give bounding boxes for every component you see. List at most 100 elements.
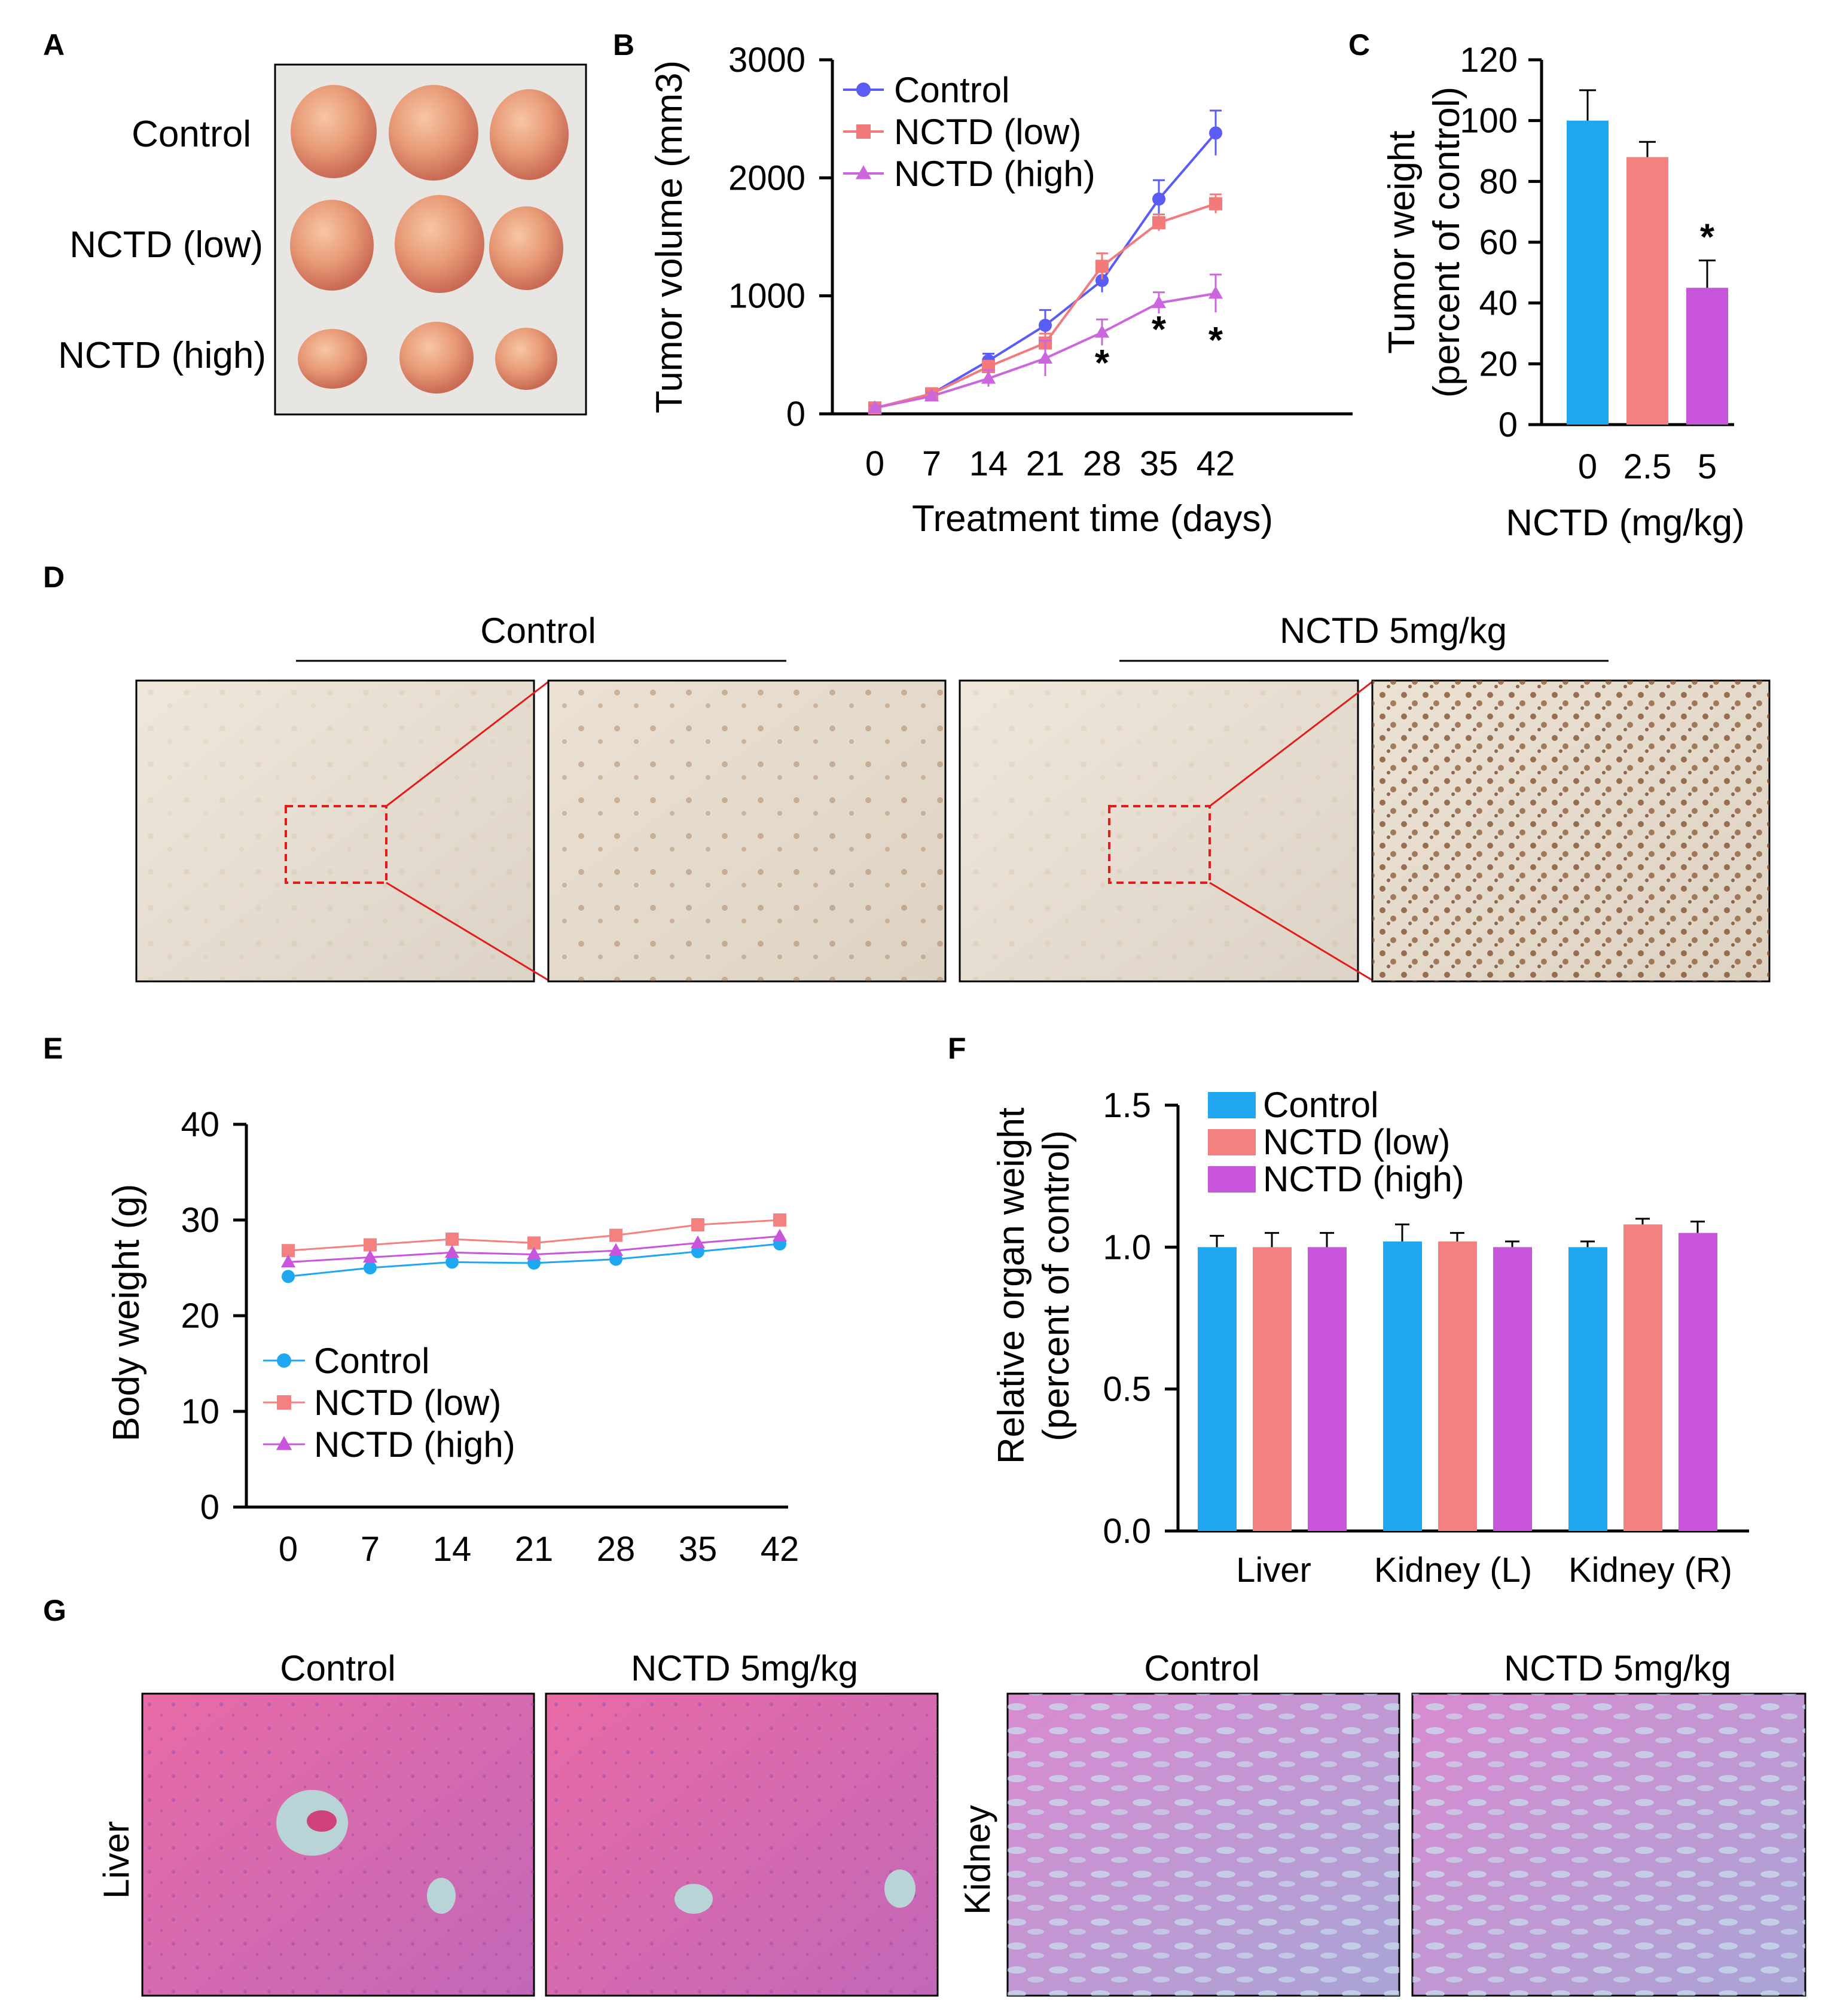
chart-f-legend-swatch <box>1208 1129 1256 1155</box>
chart-b-xtick-label: 42 <box>1197 444 1235 483</box>
chart-f-bar <box>1623 1224 1662 1531</box>
chart-b-legend-label: Control <box>894 70 1009 110</box>
chart-c-ytick-label: 120 <box>1460 41 1518 80</box>
chart-e-xtick-label: 42 <box>761 1530 799 1569</box>
chart-e-point <box>527 1236 541 1250</box>
panel-label-c: C <box>1348 28 1370 62</box>
chart-b-point <box>1095 260 1109 273</box>
chart-e-xtick-label: 21 <box>515 1530 554 1569</box>
chart-b-point <box>924 388 939 402</box>
chart-b-ylabel-text: Tumor volume (mm3) <box>649 60 690 413</box>
he-kidney-nctd <box>1411 1692 1806 1997</box>
chart-f-xtick-label: Liver <box>1236 1551 1311 1590</box>
chart-b-ylabel: Tumor volume (mm3) <box>649 60 690 413</box>
chart-f: 0.0 0.5 1.0 1.5 Liver Kidney (L) Kidney (R) R… <box>991 1085 1749 1590</box>
chart-b-point <box>1037 350 1053 364</box>
chart-f-bar <box>1198 1247 1237 1531</box>
chart-e-xtick-label: 7 <box>361 1530 380 1569</box>
chart-c-ylabel-2: (percent of control) <box>1426 87 1467 398</box>
chart-b-xtick-label: 21 <box>1026 444 1065 483</box>
chart-b-significance-star: * <box>1095 343 1110 384</box>
chart-c: 0 20 40 60 80 100 120 0 2.5 5 * Tumor weight (per… <box>1381 41 1745 544</box>
chart-c-ytick-label: 60 <box>1479 223 1518 262</box>
chart-c-bar <box>1686 288 1728 425</box>
chart-f-ytick-label: 0.5 <box>1103 1370 1151 1409</box>
he-liver-control <box>141 1692 535 1997</box>
chart-e-legend-label: NCTD (low) <box>314 1383 501 1423</box>
chart-b-point <box>1039 319 1052 332</box>
chart-e-point <box>608 1243 624 1256</box>
panel-g-kidney-control-label: Control <box>1144 1648 1259 1688</box>
chart-c-ytick-label: 100 <box>1460 102 1518 141</box>
chart-e-ytick-label: 10 <box>181 1392 219 1431</box>
tumor-photo <box>274 63 587 416</box>
chart-e-ytick-label: 0 <box>200 1488 219 1527</box>
chart-b-point <box>1208 286 1223 299</box>
chart-f-ylabel-1: Relative organ weight <box>991 1108 1032 1464</box>
chart-b-point <box>1094 325 1110 338</box>
chart-e-legend-marker <box>277 1353 291 1368</box>
panel-a-row-high: NCTD (high) <box>58 335 266 376</box>
chart-b-xlabel: Treatment time (days) <box>912 498 1273 539</box>
chart-e-point <box>364 1261 377 1274</box>
chart-e-point <box>364 1238 377 1252</box>
chart-e-point <box>445 1255 459 1269</box>
chart-e-point <box>691 1218 704 1231</box>
zoom-line-top-control <box>386 681 549 807</box>
chart-b-xtick-label: 14 <box>969 444 1008 483</box>
chart-b-point <box>1152 192 1165 206</box>
chart-e-legend-marker <box>277 1395 291 1410</box>
chart-f-bar <box>1253 1247 1292 1531</box>
chart-e-point <box>445 1233 459 1246</box>
chart-f-ytick-label: 1.5 <box>1103 1086 1151 1125</box>
panel-label-g: G <box>43 1594 66 1627</box>
chart-f-bar <box>1678 1233 1717 1531</box>
chart-f-ylabel-2: (percent of control) <box>1036 1130 1077 1441</box>
zoom-line-bottom-control <box>386 882 549 981</box>
chart-f-legend-label: NCTD (high) <box>1263 1159 1464 1199</box>
chart-f-bar <box>1383 1241 1422 1531</box>
chart-e-point <box>280 1254 296 1268</box>
chart-e-xtick-label: 35 <box>679 1530 718 1569</box>
zoom-line-top-nctd <box>1209 681 1373 807</box>
panel-g-kidney-side-label: Kidney <box>957 1805 997 1914</box>
panel-label-a: A <box>43 28 65 62</box>
panel-label-b: B <box>613 28 634 62</box>
zoom-line-bottom-nctd <box>1209 882 1373 981</box>
chart-b-ytick-label: 0 <box>786 395 805 434</box>
chart-c-significance-star: * <box>1700 217 1715 258</box>
chart-e-point <box>609 1252 622 1266</box>
chart-c-xtick-label: 5 <box>1698 447 1717 486</box>
chart-b-xtick-label: 28 <box>1083 444 1122 483</box>
chart-b-ytick-label: 2000 <box>728 158 805 197</box>
chart-b-point <box>981 371 996 384</box>
chart-e-point <box>527 1256 541 1270</box>
chart-c-xlabel: NCTD (mg/kg) <box>1506 502 1745 544</box>
chart-c-bar <box>1626 157 1668 425</box>
chart-e-point <box>282 1244 295 1258</box>
chart-b-legend-label: NCTD (low) <box>894 112 1081 152</box>
panel-g-liver-control-label: Control <box>280 1648 395 1688</box>
chart-f-xtick-label: Kidney (L) <box>1374 1551 1532 1590</box>
chart-f-ytick-label: 0.0 <box>1103 1512 1151 1551</box>
chart-c-ytick-label: 80 <box>1479 162 1518 201</box>
chart-b-point <box>1151 295 1167 309</box>
chart-e-point <box>772 1228 788 1242</box>
chart-e-legend-label: NCTD (high) <box>314 1425 515 1465</box>
chart-f-bar <box>1438 1241 1477 1531</box>
chart-f-ytick-label: 1.0 <box>1103 1228 1151 1267</box>
chart-e-ylabel: Body weight (g) <box>106 1184 147 1442</box>
chart-b-significance-star: * <box>1208 320 1223 361</box>
chart-b-legend-marker <box>856 124 871 139</box>
chart-b-xtick-label: 35 <box>1140 444 1179 483</box>
chart-b-xtick-label: 7 <box>922 444 941 483</box>
he-liver-nctd <box>545 1692 939 1997</box>
panel-d-label-nctd: NCTD 5mg/kg <box>1280 611 1507 651</box>
panel-label-f: F <box>948 1032 966 1065</box>
chart-e-point <box>690 1235 706 1249</box>
panel-a-row-low: NCTD (low) <box>69 224 263 266</box>
chart-e-point <box>444 1245 460 1258</box>
